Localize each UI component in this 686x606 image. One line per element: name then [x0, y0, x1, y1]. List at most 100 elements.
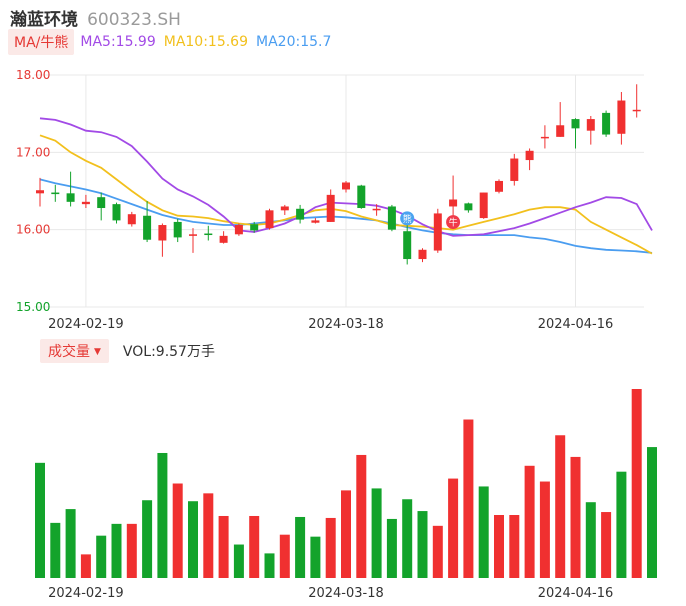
candle-body	[173, 221, 182, 238]
volume-indicator-button[interactable]: 成交量 ▼	[40, 339, 109, 363]
volume-bar	[371, 488, 382, 578]
x-tick-label: 2024-03-18	[308, 586, 384, 601]
candle-body	[556, 125, 565, 137]
volume-bar	[249, 515, 260, 578]
candle	[586, 115, 595, 145]
candle	[617, 92, 626, 145]
candle-body	[372, 208, 381, 211]
volume-bar	[279, 534, 290, 578]
candle	[571, 118, 580, 149]
moving-averages	[39, 117, 653, 255]
candle-body	[219, 235, 228, 243]
candle	[449, 175, 458, 219]
volume-bar	[218, 515, 229, 578]
candle	[342, 180, 350, 193]
candle	[204, 225, 213, 241]
candle	[495, 179, 503, 194]
candle-body	[617, 100, 626, 134]
candle	[372, 204, 381, 216]
x-tick-label: 2024-02-19	[48, 586, 124, 601]
volume-bar	[524, 465, 535, 578]
volume-bar	[601, 512, 612, 578]
volume-bar	[402, 499, 413, 578]
candle-body	[387, 206, 396, 230]
marker-circle	[400, 211, 415, 226]
volume-bar	[417, 511, 428, 578]
candle-body	[342, 182, 350, 190]
candle	[158, 223, 167, 257]
candle	[510, 153, 519, 186]
candle	[479, 192, 488, 219]
candle	[36, 177, 44, 207]
volume-bars	[35, 389, 657, 578]
candle-body	[418, 249, 427, 260]
candle	[433, 208, 442, 253]
marker-label: 熊	[403, 213, 412, 225]
volume-bar	[494, 515, 504, 578]
candle	[632, 84, 641, 118]
candle	[143, 201, 152, 243]
volume-tag-label: 成交量	[48, 344, 90, 360]
volume-bar	[539, 481, 550, 578]
volume-bar	[386, 518, 397, 578]
volume-bar	[80, 554, 91, 578]
candle	[525, 148, 534, 171]
caret-down-icon: ▼	[94, 347, 101, 357]
candle-body	[602, 112, 611, 135]
candle-body	[357, 185, 366, 209]
volume-bar	[203, 493, 214, 578]
volume-bar	[310, 536, 321, 578]
volume-bar	[585, 502, 596, 578]
candle	[418, 248, 427, 263]
y-tick-label: 17.00	[16, 145, 50, 159]
candle-body	[449, 199, 458, 207]
candle	[280, 204, 289, 215]
volume-bar	[432, 525, 443, 578]
volume-bar	[157, 452, 168, 578]
volume-bar	[233, 544, 244, 578]
candle-body	[280, 206, 289, 211]
candle	[173, 218, 182, 243]
volume-bar	[478, 486, 489, 578]
candle	[250, 221, 259, 233]
volume-bar	[325, 517, 336, 578]
volume-bar	[555, 435, 566, 578]
y-tick-label: 16.00	[16, 223, 50, 237]
candle-body	[234, 225, 243, 235]
volume-bar	[172, 483, 183, 578]
candle-body	[495, 180, 503, 192]
volume-bar	[509, 515, 520, 578]
marker-circle	[446, 215, 461, 230]
candle-body	[510, 158, 519, 181]
candle-body	[36, 190, 44, 194]
ma-legend: MA/牛熊 MA5:15.99 MA10:15.69 MA20:15.7	[8, 29, 339, 55]
x-tick-label: 2024-04-16	[538, 317, 614, 332]
grid	[34, 74, 644, 308]
candle-body	[571, 119, 580, 129]
candle-body	[250, 224, 259, 231]
ma10-line	[39, 134, 653, 255]
ma-indicator-button[interactable]: MA/牛熊	[8, 29, 75, 55]
x-tick-label: 2024-04-16	[538, 586, 614, 601]
candle-body	[265, 210, 274, 229]
candle	[51, 184, 60, 202]
candle-body	[403, 231, 412, 260]
bear-marker-icon: 熊	[400, 211, 415, 226]
volume-bar	[96, 535, 107, 578]
ma5-line	[39, 117, 653, 237]
marker-label: 牛	[449, 217, 458, 229]
candle-body	[51, 192, 60, 195]
candle-body	[464, 203, 473, 211]
candle-body	[433, 213, 442, 251]
bull-marker-icon: 牛	[446, 215, 461, 230]
volume-legend: 成交量 ▼ VOL:9.57万手	[40, 339, 215, 363]
candle	[387, 204, 396, 232]
volume-bar	[631, 389, 642, 578]
volume-bar	[647, 447, 657, 578]
candle	[81, 194, 90, 209]
candle-body	[204, 233, 213, 236]
candle	[265, 208, 274, 230]
volume-bar	[142, 500, 153, 578]
candle	[66, 171, 75, 207]
